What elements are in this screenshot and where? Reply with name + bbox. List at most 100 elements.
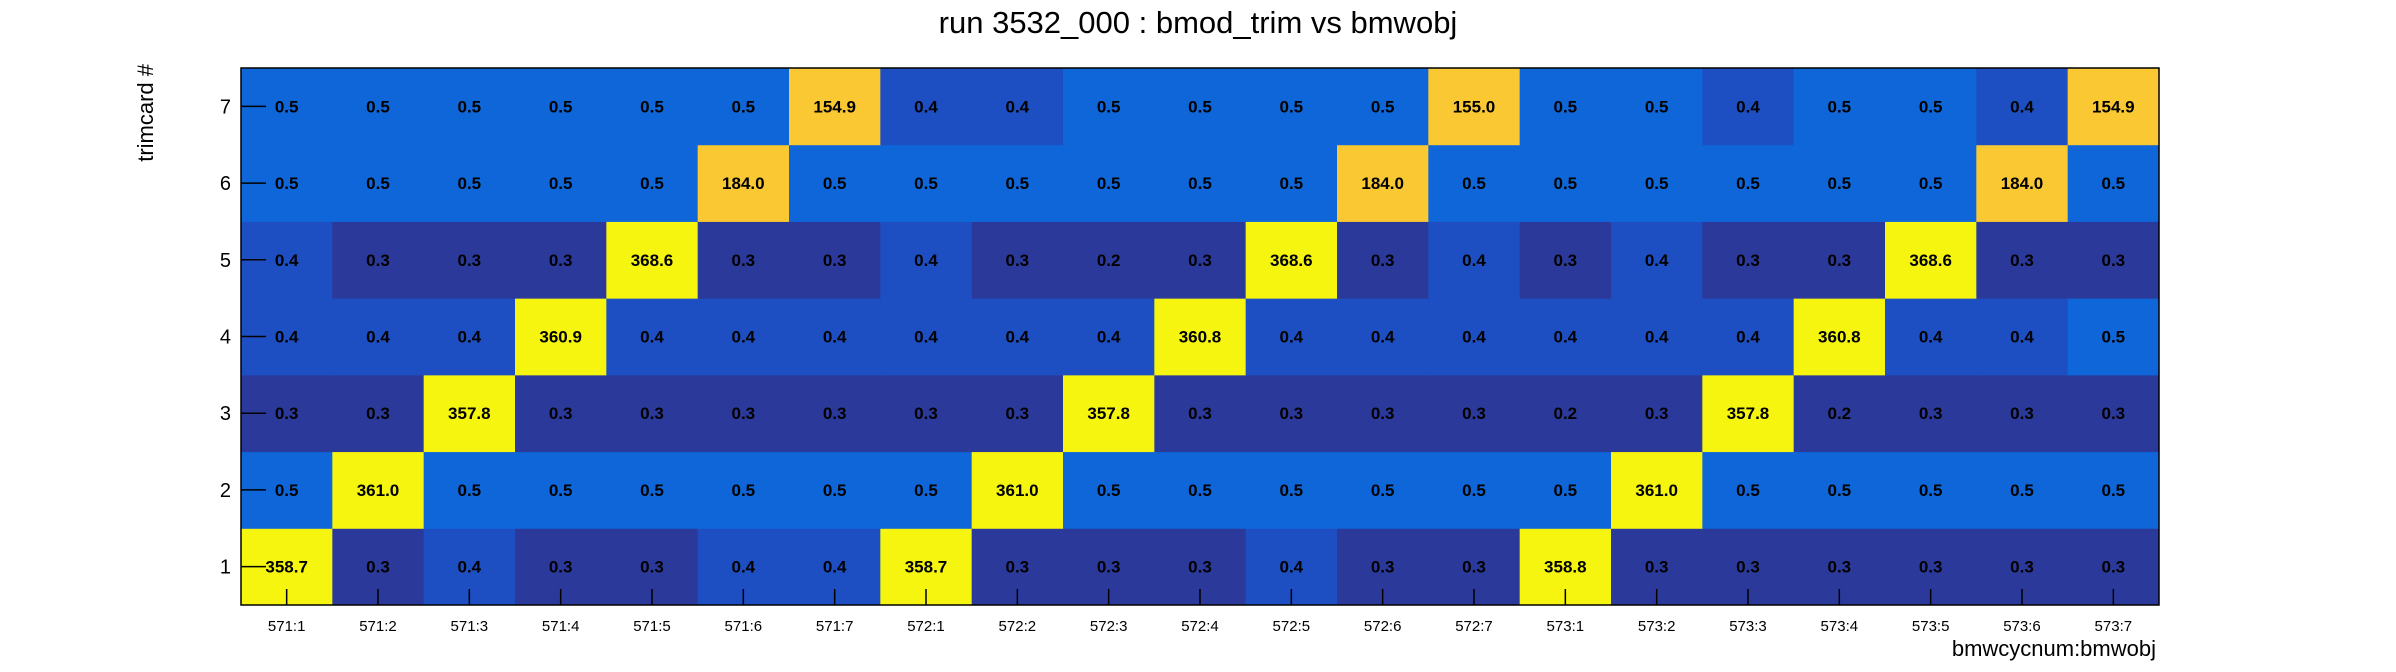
heatmap-cell [1702, 221, 1795, 299]
cell-value-label: 0.3 [1371, 251, 1395, 270]
cell-value-label: 0.3 [366, 404, 390, 423]
heatmap-cell [332, 68, 425, 146]
cell-value-label: 0.5 [549, 481, 573, 500]
cell-value-label: 0.5 [1736, 174, 1760, 193]
cell-value-label: 0.4 [366, 328, 390, 347]
heatmap-cell [1063, 451, 1155, 529]
x-tick-label: 572:2 [999, 618, 1037, 635]
heatmap-cell [606, 374, 699, 453]
cell-value-label: 0.5 [1280, 174, 1304, 193]
cell-value-label: 0.5 [640, 481, 664, 500]
heatmap-cell [971, 298, 1064, 376]
cell-value-label: 368.6 [1909, 251, 1952, 270]
x-tick-label: 571:2 [359, 618, 397, 635]
x-tick-label: 573:4 [1821, 618, 1859, 635]
cell-value-label: 0.5 [1828, 97, 1852, 116]
cell-value-label: 0.5 [549, 174, 573, 193]
heatmap-cell [880, 221, 973, 299]
x-tick-label: 573:7 [2095, 618, 2133, 635]
heatmap-cell [880, 451, 973, 529]
x-tick-label: 572:7 [1455, 618, 1493, 635]
cell-value-label: 0.3 [732, 404, 756, 423]
heatmap-cell [1154, 451, 1247, 529]
cell-value-label: 0.3 [1645, 558, 1669, 577]
heatmap-cell [1885, 451, 1977, 529]
cell-value-label: 0.5 [1006, 174, 1030, 193]
heatmap-cell [606, 298, 699, 376]
cell-value-label: 184.0 [722, 174, 765, 193]
x-tick-label: 572:3 [1090, 618, 1128, 635]
heatmap-cell [1154, 68, 1247, 146]
heatmap-cell [1611, 144, 1703, 222]
cell-value-label: 0.3 [2102, 558, 2126, 577]
heatmap-cell [423, 144, 516, 222]
heatmap-cell [880, 144, 973, 222]
cell-value-label: 0.3 [549, 404, 573, 423]
cell-value-label: 155.0 [1453, 97, 1496, 116]
cell-value-label: 0.4 [732, 328, 756, 347]
cell-value-label: 0.4 [1919, 328, 1943, 347]
y-tick-label: 7 [220, 96, 231, 118]
cell-value-label: 0.5 [732, 481, 756, 500]
heatmap-cell [1337, 68, 1429, 146]
cell-value-label: 0.5 [732, 97, 756, 116]
heatmap-cell [971, 144, 1064, 222]
cell-value-label: 0.4 [1371, 328, 1395, 347]
heatmap-cell [1702, 451, 1795, 529]
cell-value-label: 0.5 [549, 97, 573, 116]
cell-value-label: 361.0 [1635, 481, 1678, 500]
heatmap-cell [1702, 298, 1795, 376]
heatmap-cell [2067, 144, 2160, 222]
x-tick-label: 573:6 [2003, 618, 2041, 635]
heatmap-cell [971, 221, 1064, 299]
cell-value-label: 0.5 [1554, 174, 1578, 193]
heatmap-cell [1793, 374, 1886, 453]
heatmap-cell [423, 221, 516, 299]
cell-value-label: 0.5 [366, 174, 390, 193]
cell-value-label: 0.3 [1006, 404, 1030, 423]
heatmap-cell [789, 298, 881, 376]
cell-value-label: 0.5 [1919, 174, 1943, 193]
heatmap-cell [1428, 298, 1521, 376]
cell-value-label: 0.5 [275, 97, 299, 116]
cell-value-label: 0.4 [1645, 251, 1669, 270]
cell-value-label: 0.4 [458, 558, 482, 577]
cell-value-label: 0.5 [2102, 174, 2126, 193]
heatmap-cell [1976, 144, 2069, 222]
cell-value-label: 0.3 [458, 251, 482, 270]
x-tick-label: 571:7 [816, 618, 854, 635]
x-tick-label: 571:6 [725, 618, 763, 635]
cell-value-label: 0.5 [275, 481, 299, 500]
heatmap-cell [697, 374, 790, 453]
cell-value-label: 361.0 [996, 481, 1039, 500]
cell-value-label: 0.5 [458, 174, 482, 193]
cell-value-label: 0.5 [366, 97, 390, 116]
cell-value-label: 0.4 [458, 328, 482, 347]
cell-value-label: 0.3 [823, 404, 847, 423]
cell-value-label: 0.5 [1645, 174, 1669, 193]
cell-value-label: 0.3 [549, 251, 573, 270]
cell-value-label: 0.2 [1554, 404, 1578, 423]
cell-value-label: 0.4 [1280, 328, 1304, 347]
heatmap-cell [880, 374, 973, 453]
heatmap-cell [1337, 298, 1429, 376]
cell-value-label: 0.5 [458, 97, 482, 116]
cell-value-label: 360.9 [539, 328, 582, 347]
cell-value-label: 0.3 [1188, 558, 1212, 577]
heatmap-cell [1885, 298, 1977, 376]
x-tick-label: 573:5 [1912, 618, 1950, 635]
cell-value-label: 0.5 [1280, 481, 1304, 500]
heatmap-cell [789, 374, 881, 453]
heatmap-cell [1793, 298, 1886, 376]
heatmap-cell [1611, 68, 1703, 146]
heatmap-cell [1428, 451, 1521, 529]
cell-value-label: 0.3 [1554, 251, 1578, 270]
cell-value-label: 0.3 [1736, 251, 1760, 270]
cell-value-label: 0.2 [1828, 404, 1852, 423]
heatmap-cell [1611, 298, 1703, 376]
heatmap-cell [697, 68, 790, 146]
cell-value-label: 0.4 [914, 97, 938, 116]
cell-value-label: 0.3 [2010, 251, 2034, 270]
cell-value-label: 0.4 [914, 328, 938, 347]
